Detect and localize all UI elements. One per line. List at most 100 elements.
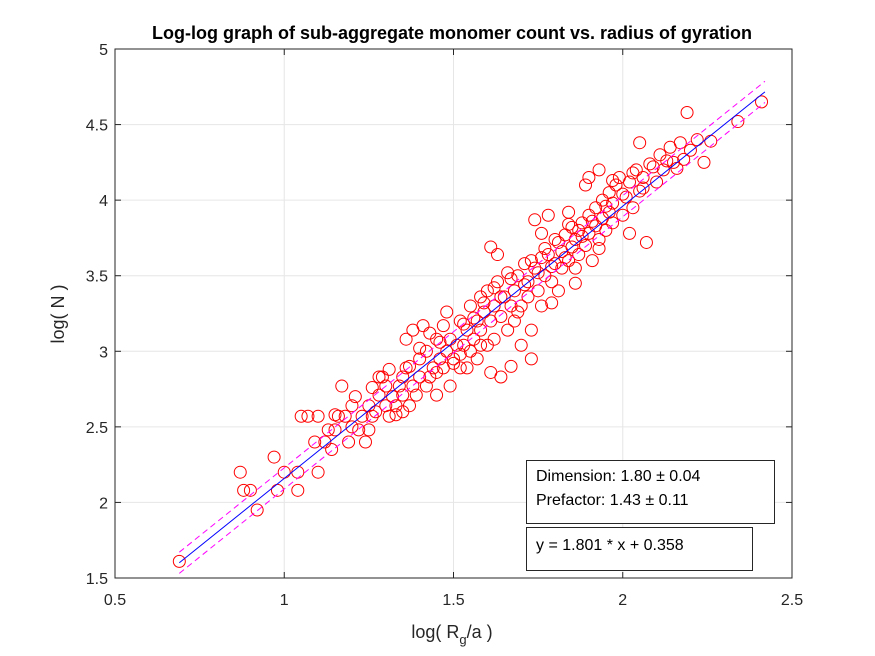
data-point [430,332,444,346]
data-point [467,311,481,325]
data-point [440,305,454,319]
y-tick-label: 2.5 [86,420,108,437]
data-point [409,388,423,402]
data-point [531,266,545,280]
x-tick-label: 1 [280,592,289,609]
data-point [460,361,474,375]
y-tick-label: 2 [99,495,108,512]
data-point [521,290,535,304]
data-point [680,105,694,119]
data-point [358,435,372,449]
data-point [507,284,521,298]
data-point [650,175,664,189]
data-point [328,408,342,422]
data-point [501,266,515,280]
x-axis-label-prefix: log( R [411,622,459,642]
tick-labels: 0.5 1 1.5 2 2.5 1.5 2 2.5 3 3.5 4 4.5 5 [86,42,803,609]
data-point [460,323,474,337]
data-point [636,181,650,195]
data-point [345,399,359,413]
data-point [585,254,599,268]
data-point [392,379,406,393]
data-point [484,365,498,379]
data-point [562,205,576,219]
confidence-bound-line [179,102,766,574]
data-point [599,199,613,213]
data-point [639,235,653,249]
data-point [514,338,528,352]
data-point [311,465,325,479]
data-point [402,359,416,373]
data-point [477,296,491,310]
data-point [328,423,342,437]
data-point [470,352,484,366]
data-point [436,319,450,333]
data-point [524,254,538,268]
data-point [545,260,559,274]
data-point [413,352,427,366]
data-point [463,299,477,313]
data-point [453,347,467,361]
data-point [470,314,484,328]
data-point [660,154,674,168]
data-point [548,257,562,271]
data-point [172,554,186,568]
data-point [389,408,403,422]
data-point [606,173,620,187]
y-tick-label: 5 [99,42,108,59]
data-point [697,155,711,169]
data-point [491,248,505,262]
data-point [365,409,379,423]
data-point [369,405,383,419]
data-point [355,409,369,423]
data-point [541,208,555,222]
data-point [321,423,335,437]
data-point [582,208,596,222]
data-point [484,240,498,254]
data-point [535,299,549,313]
data-point [589,201,603,215]
y-tick-label: 3 [99,344,108,361]
data-point [494,290,508,304]
data-point [325,443,339,457]
data-point [338,409,352,423]
data-point [562,254,576,268]
data-point [233,465,247,479]
data-point [345,420,359,434]
x-tick-label: 2 [618,592,627,609]
data-point [372,370,386,384]
axes [114,48,793,579]
data-point [352,423,366,437]
data-point [592,163,606,177]
x-tick-label: 2.5 [781,592,803,609]
data-point [565,220,579,234]
y-tick-label: 1.5 [86,571,108,588]
data-point [396,388,410,402]
data-point [311,409,325,423]
data-point [683,143,697,157]
fit-lines [179,80,766,574]
fit-equation-box: y = 1.801 * x + 0.358 [526,527,753,571]
data-point [568,276,582,290]
data-point [423,326,437,340]
data-point [579,238,593,252]
data-point [474,323,488,337]
data-point [453,314,467,328]
data-point [342,435,356,449]
data-point [406,379,420,393]
data-point [443,379,457,393]
y-tick-label: 3.5 [86,269,108,286]
data-point [379,379,393,393]
data-point [474,338,488,352]
y-tick-label: 4.5 [86,118,108,135]
data-point [362,423,376,437]
dimension-text: Dimension: 1.80 ± 0.04 [536,468,701,485]
data-point [308,435,322,449]
x-axis-label-subscript: g [459,632,466,647]
data-point [653,148,667,162]
data-point [524,352,538,366]
data-point [250,503,264,517]
y-tick-label: 4 [99,193,108,210]
data-point [514,299,528,313]
